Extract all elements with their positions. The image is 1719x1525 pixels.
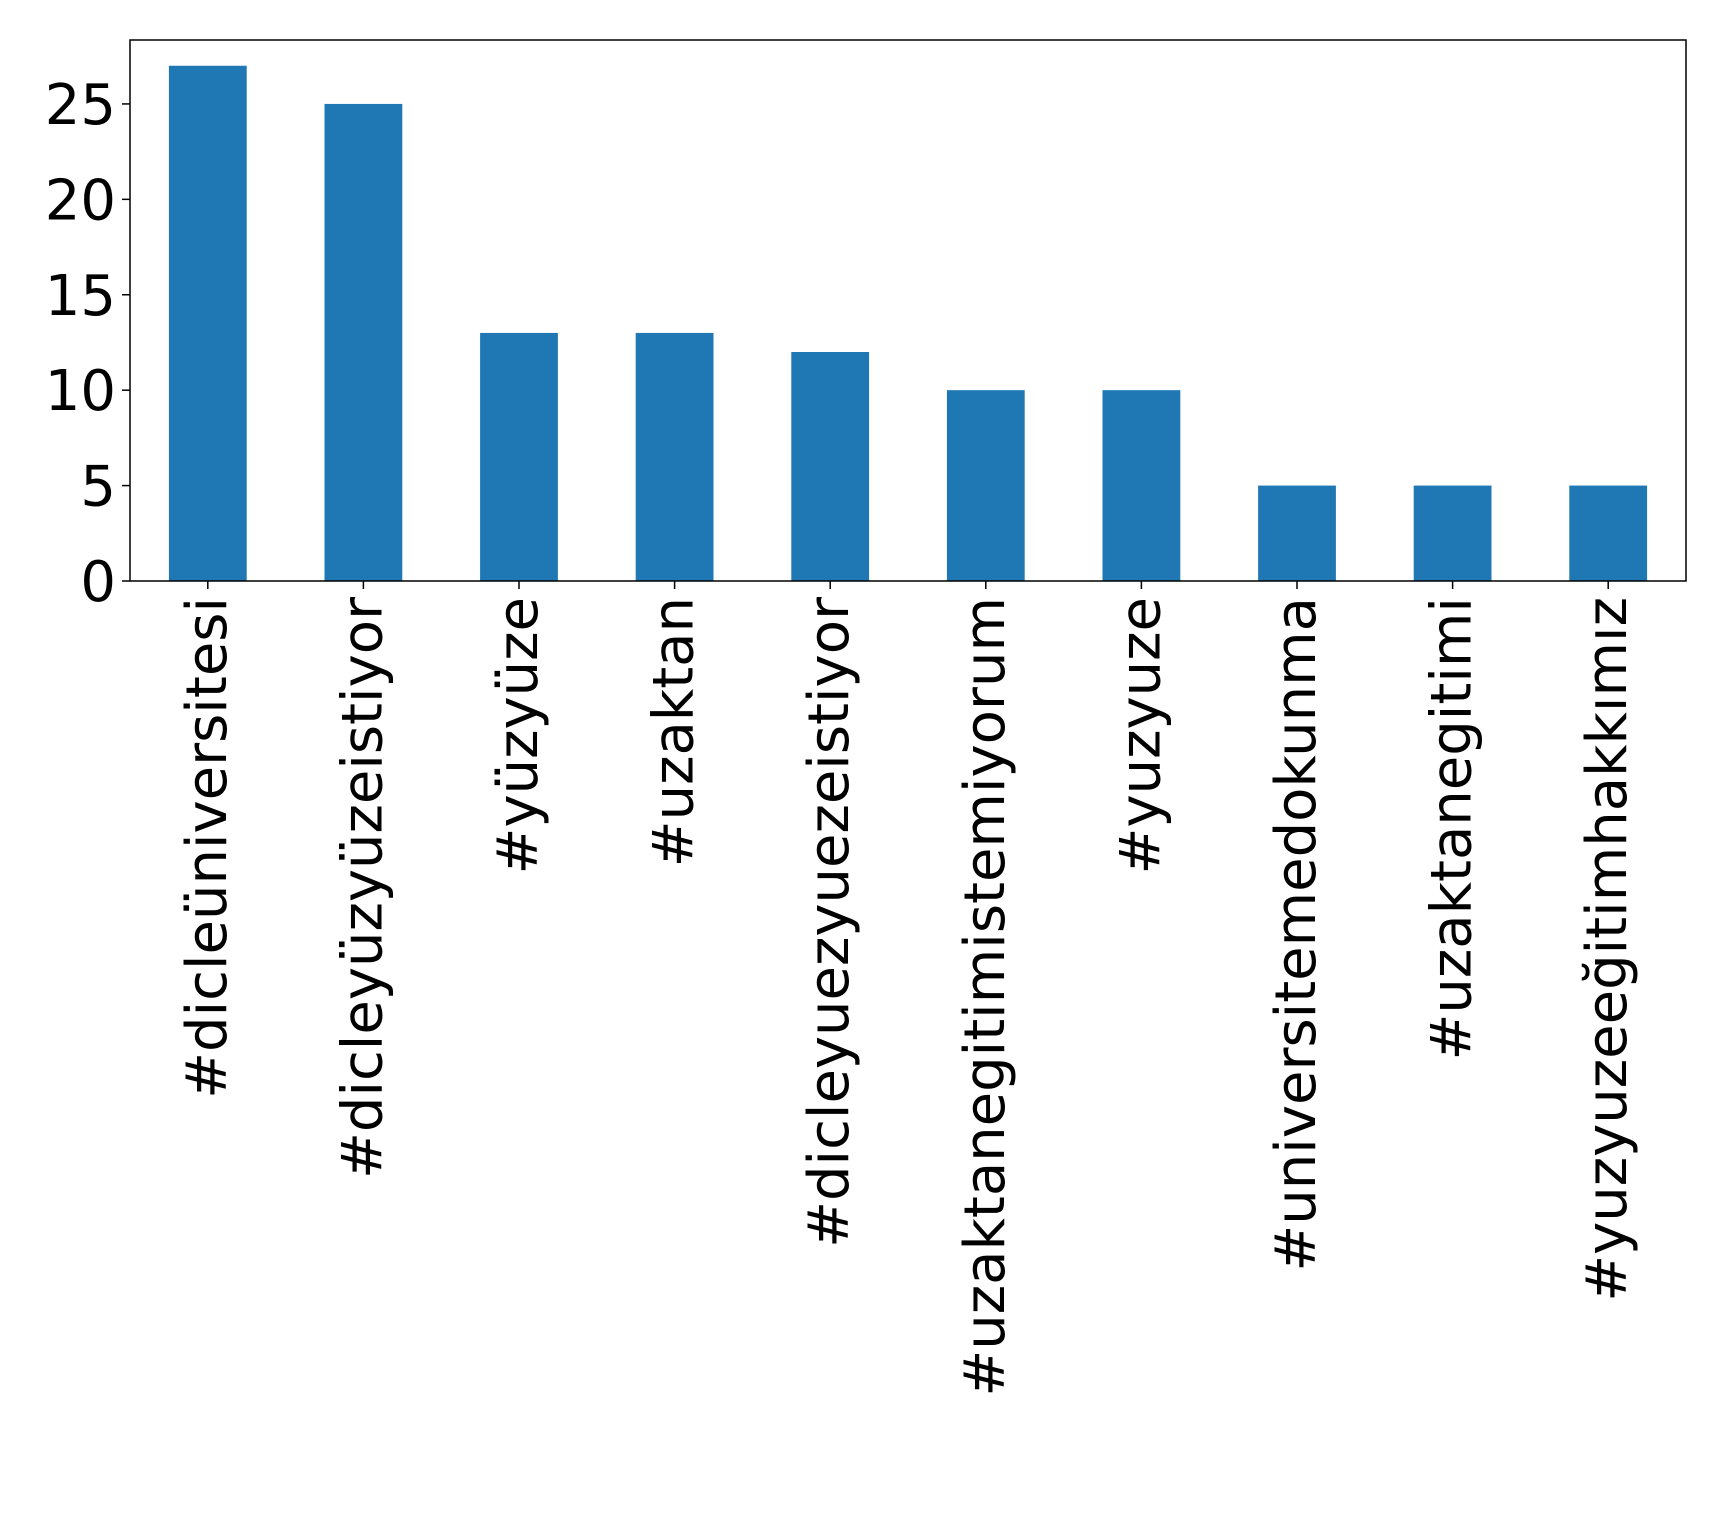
bar-6: [1102, 390, 1181, 581]
y-axis-ticks: 0 5 10 15 20 25: [45, 73, 130, 615]
x-tick-label-1: #dicleyüzyüzeistiyor: [330, 596, 395, 1179]
y-tick-label-2: 10: [45, 359, 116, 424]
y-tick-label-0: 0: [80, 550, 116, 615]
x-tick-label-0: #dicleüniversitesi: [175, 597, 240, 1099]
bar-5: [946, 390, 1025, 581]
x-tick-label-7: #universitemedokunma: [1264, 597, 1329, 1272]
bars-layer: [168, 65, 1648, 582]
x-tick-label-6: #yuzyuze: [1108, 597, 1173, 874]
x-tick-label-5: #uzaktanegitimistemiyorum: [953, 597, 1018, 1397]
bar-1: [324, 103, 403, 582]
x-tick-label-2: #yüzyüze: [486, 597, 551, 874]
bar-7: [1258, 485, 1336, 581]
plot-frame: [129, 39, 1687, 582]
bar-3: [635, 332, 714, 581]
y-tick-label-5: 25: [45, 73, 116, 138]
bar-2: [480, 332, 558, 581]
y-tick-label-4: 20: [45, 168, 116, 233]
bar-0: [168, 65, 247, 581]
x-tick-label-4: #dicleyuezyuezeistiyor: [797, 596, 862, 1248]
x-tick-label-9: #yuzyuzeeğitimhakkımız: [1575, 597, 1640, 1302]
y-tick-label-1: 5: [80, 455, 116, 520]
y-tick-label-3: 15: [45, 264, 116, 329]
bar-9: [1569, 485, 1648, 581]
x-tick-label-8: #uzaktanegitimi: [1420, 597, 1485, 1061]
x-axis-ticks: #dicleüniversitesi #dicleyüzyüzeistiyor #y…: [175, 581, 1640, 1397]
bar-8: [1413, 485, 1492, 581]
bar-4: [791, 352, 870, 581]
x-tick-label-3: #uzaktan: [642, 597, 707, 867]
